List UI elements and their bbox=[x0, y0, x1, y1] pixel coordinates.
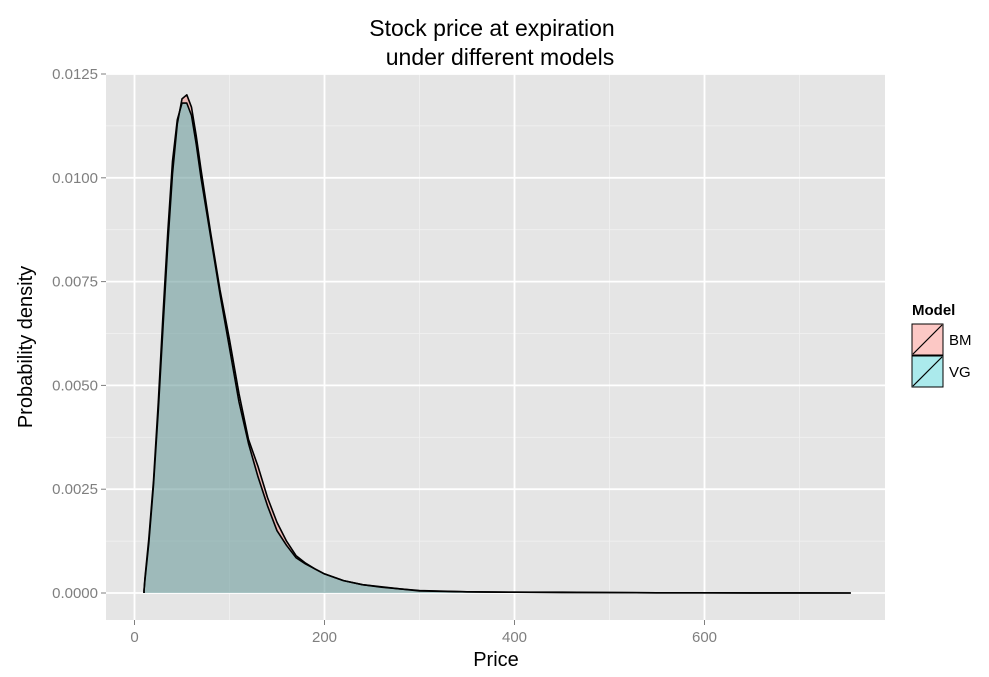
plot-panel bbox=[106, 74, 885, 620]
x-tick-label: 400 bbox=[502, 629, 527, 646]
density-areas bbox=[143, 94, 851, 594]
x-axis: 0 200 400 600 bbox=[130, 620, 717, 646]
x-tick-label: 600 bbox=[692, 629, 717, 646]
chart-title-line2: under different models bbox=[386, 44, 614, 70]
legend-label-bm: BM bbox=[949, 332, 972, 349]
legend-title: Model bbox=[912, 302, 955, 319]
x-axis-title: Price bbox=[473, 649, 519, 671]
y-tick-label: 0.0025 bbox=[52, 481, 98, 498]
x-tick-label: 0 bbox=[130, 629, 138, 646]
density-area-bm bbox=[144, 94, 851, 594]
y-tick-label: 0.0100 bbox=[52, 170, 98, 187]
y-axis: 0.0000 0.0025 0.0050 0.0075 0.0100 0.0125 bbox=[52, 66, 106, 602]
legend-label-vg: VG bbox=[949, 364, 971, 381]
major-gridlines bbox=[106, 73, 885, 620]
legend-swatch-bm-diagonal bbox=[912, 324, 943, 355]
density-outline-vg bbox=[143, 102, 851, 594]
y-axis-title: Probability density bbox=[15, 266, 37, 428]
legend-item-bm: BM bbox=[911, 323, 972, 356]
legend-item-vg: VG bbox=[911, 355, 971, 388]
y-tick-label: 0.0125 bbox=[52, 66, 98, 83]
y-tick-label: 0.0050 bbox=[52, 377, 98, 394]
y-tick-label: 0.0075 bbox=[52, 274, 98, 291]
legend: Model BM VG bbox=[911, 302, 972, 388]
minor-gridlines bbox=[106, 74, 885, 620]
y-tick-label: 0.0000 bbox=[52, 585, 98, 602]
chart-title-line1: Stock price at expiration bbox=[369, 15, 614, 41]
x-tick-label: 200 bbox=[312, 629, 337, 646]
density-area-vg bbox=[144, 103, 851, 593]
legend-swatch-vg-diagonal bbox=[912, 356, 943, 387]
